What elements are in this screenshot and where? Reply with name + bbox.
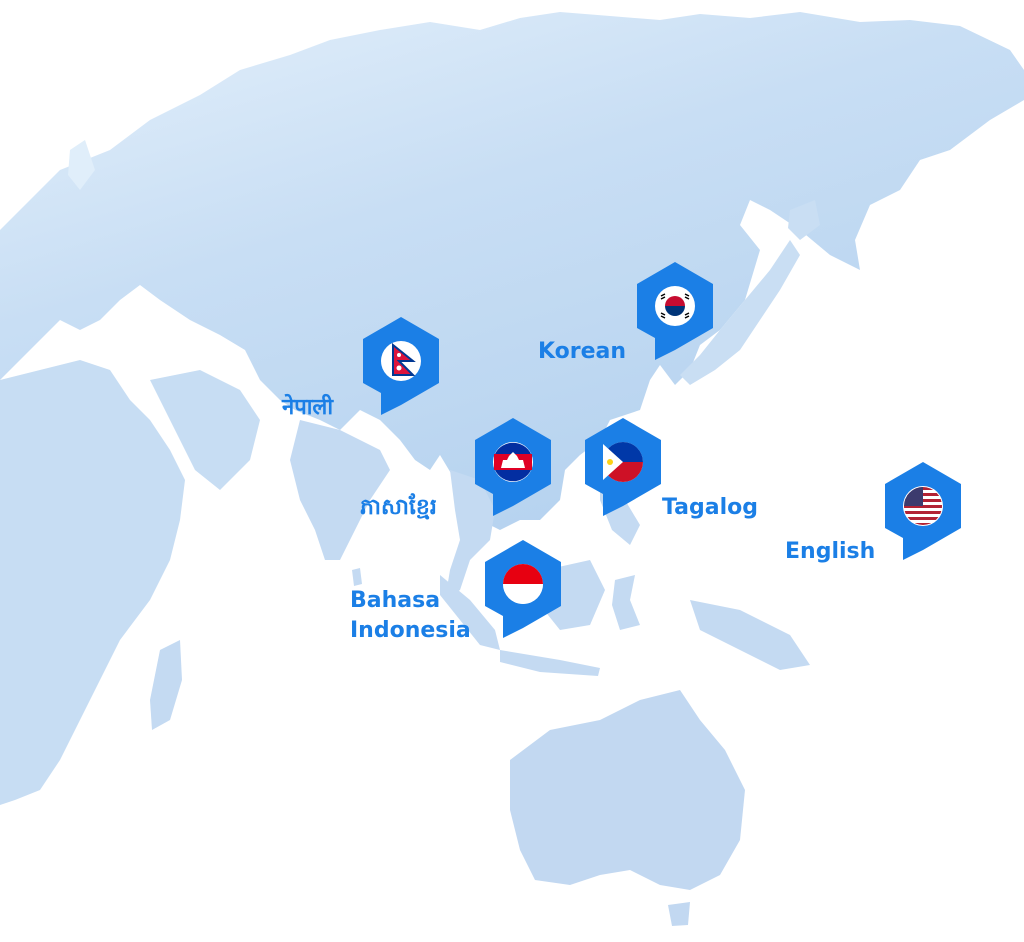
africa-landmass (0, 360, 185, 805)
india-landmass (290, 420, 390, 560)
new-guinea-landmass (690, 600, 810, 670)
tagalog-label[interactable]: Tagalog (662, 495, 759, 520)
nepali-label[interactable]: नेपाली (282, 395, 334, 420)
nepal-flag-icon (392, 342, 416, 376)
tasmania-landmass (668, 902, 690, 926)
sri-lanka-landmass (352, 568, 362, 586)
map-pin-icon (637, 262, 713, 360)
map-pin-icon (363, 317, 439, 415)
hokkaido-landmass (788, 200, 820, 240)
south-korea-flag-icon (660, 293, 690, 319)
khmer-language-pin[interactable] (473, 418, 553, 518)
map-pin-icon (585, 418, 661, 516)
indonesia-flag-icon (503, 564, 543, 604)
australia-landmass (510, 690, 745, 890)
arabia-landmass (150, 370, 260, 490)
eurasia-landmass (0, 12, 1024, 530)
map-pin-icon (475, 418, 551, 516)
english-label[interactable]: English (785, 539, 876, 564)
japan-landmass (680, 240, 800, 385)
indochina-landmass (445, 470, 495, 600)
bahasa-indonesia-label[interactable]: Bahasa Indonesia (350, 588, 471, 643)
tagalog-language-pin[interactable] (583, 418, 663, 518)
sumatra-landmass (440, 575, 500, 650)
sulawesi-landmass (612, 575, 640, 630)
uk-landmass (68, 140, 95, 190)
korean-label[interactable]: Korean (538, 339, 627, 364)
java-landmass (500, 650, 600, 676)
korean-language-pin[interactable] (635, 262, 715, 362)
nepali-language-pin[interactable] (361, 317, 441, 417)
cambodia-flag-icon (494, 442, 532, 482)
usa-flag-icon (904, 487, 942, 525)
map-pin-icon (885, 462, 961, 560)
indonesian-language-pin[interactable] (483, 540, 563, 640)
english-language-pin[interactable] (883, 462, 963, 562)
map-pin-icon (485, 540, 561, 638)
madagascar-landmass (150, 640, 182, 730)
philippines-flag-icon (603, 442, 643, 482)
khmer-label[interactable]: ភាសាខ្មែរ (360, 495, 437, 520)
